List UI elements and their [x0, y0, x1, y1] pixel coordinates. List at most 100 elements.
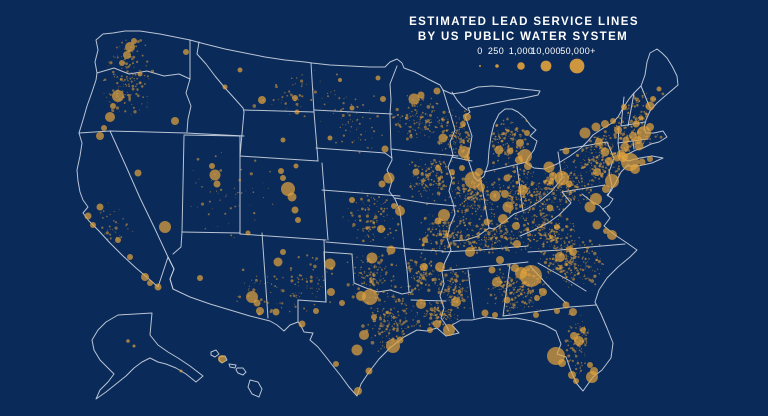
- water-system-dot: [335, 141, 337, 144]
- water-system-dot: [567, 233, 569, 235]
- water-system-bubble: [280, 249, 286, 255]
- state-border-line: [315, 147, 393, 159]
- water-system-dot: [580, 350, 582, 352]
- water-system-dot: [564, 276, 566, 278]
- water-system-dot: [301, 83, 303, 85]
- water-system-dot: [236, 300, 238, 302]
- water-system-dot: [656, 134, 659, 136]
- water-system-dot: [585, 342, 587, 345]
- water-system-dot: [514, 193, 517, 195]
- water-system-dot: [412, 184, 414, 186]
- water-system-dot: [456, 121, 458, 124]
- water-system-dot: [507, 117, 509, 119]
- water-system-dot: [551, 190, 553, 192]
- water-system-dot: [579, 277, 581, 279]
- water-system-dot: [602, 161, 605, 164]
- water-system-dot: [534, 205, 536, 207]
- water-system-dot: [505, 130, 507, 132]
- water-system-dot: [431, 105, 435, 109]
- water-system-dot: [586, 163, 589, 166]
- water-system-bubble: [573, 378, 579, 384]
- water-system-dot: [554, 236, 556, 238]
- water-system-dot: [560, 192, 562, 193]
- water-system-dot: [438, 225, 440, 226]
- water-system-dot: [383, 313, 386, 317]
- water-system-dot: [362, 229, 364, 231]
- water-system-dot: [448, 234, 453, 239]
- state-border-line: [561, 184, 606, 193]
- water-system-dot: [502, 137, 506, 140]
- water-system-dot: [334, 90, 336, 92]
- water-system-dot: [301, 74, 303, 76]
- water-system-dot: [559, 200, 562, 202]
- water-system-dot: [565, 263, 569, 266]
- water-system-dot: [599, 182, 601, 184]
- water-system-dot: [358, 272, 361, 274]
- water-system-dot: [443, 236, 445, 238]
- water-system-dot: [533, 218, 536, 221]
- water-system-dot: [361, 273, 363, 275]
- water-system-dot: [441, 118, 444, 121]
- water-system-dot: [477, 191, 479, 194]
- water-system-bubble: [463, 113, 471, 121]
- water-system-dot: [460, 287, 462, 289]
- water-system-dot: [248, 285, 251, 287]
- water-system-dot: [437, 176, 441, 180]
- water-system-dot: [523, 199, 526, 202]
- water-system-dot: [427, 284, 431, 287]
- water-system-dot: [422, 271, 425, 274]
- water-system-dot: [531, 301, 533, 303]
- water-system-dot: [306, 281, 308, 283]
- water-system-dot: [501, 248, 504, 251]
- water-system-dot: [642, 96, 644, 99]
- water-system-bubble: [591, 122, 601, 132]
- water-system-dot: [528, 299, 530, 301]
- water-system-dot: [570, 263, 573, 266]
- water-system-dot: [495, 229, 498, 231]
- water-system-dot: [364, 208, 367, 211]
- water-system-dot: [401, 327, 403, 329]
- water-system-dot: [514, 286, 517, 289]
- water-system-dot: [145, 65, 147, 67]
- water-system-dot: [280, 289, 282, 291]
- water-system-dot: [544, 173, 546, 175]
- water-system-dot: [464, 212, 466, 214]
- water-system-dot: [395, 329, 399, 332]
- water-system-dot: [272, 203, 274, 205]
- water-system-dot: [552, 239, 555, 242]
- water-system-dot: [452, 235, 454, 237]
- water-system-dot: [373, 266, 375, 268]
- water-system-dot: [447, 310, 449, 311]
- water-system-dot: [554, 266, 556, 268]
- water-system-dot: [289, 267, 293, 270]
- water-system-dot: [579, 244, 581, 246]
- water-system-dot: [438, 233, 442, 237]
- water-system-dot: [468, 187, 471, 190]
- water-system-dot: [584, 244, 586, 246]
- water-system-dot: [524, 196, 526, 198]
- water-system-dot: [588, 258, 590, 260]
- water-system-dot: [528, 191, 531, 194]
- water-system-dot: [463, 279, 466, 282]
- water-system-dot: [591, 243, 593, 246]
- water-system-dot: [438, 278, 441, 281]
- water-system-dot: [453, 229, 455, 231]
- water-system-dot: [198, 178, 200, 180]
- water-system-dot: [486, 194, 488, 196]
- water-system-dot: [442, 317, 445, 320]
- water-system-dot: [587, 147, 589, 148]
- water-system-dot: [574, 230, 576, 232]
- water-system-dot: [551, 235, 554, 237]
- water-system-dot: [119, 235, 121, 237]
- water-system-dot: [595, 176, 597, 178]
- water-system-dot: [367, 147, 369, 149]
- water-system-dot: [522, 223, 526, 227]
- water-system-dot: [235, 197, 237, 199]
- water-system-dot: [589, 180, 591, 182]
- water-system-dot: [526, 192, 529, 195]
- water-system-dot: [524, 228, 527, 231]
- water-system-bubble: [427, 327, 433, 333]
- water-system-dot: [382, 336, 383, 338]
- water-system-dot: [448, 297, 450, 299]
- water-system-dot: [449, 295, 450, 297]
